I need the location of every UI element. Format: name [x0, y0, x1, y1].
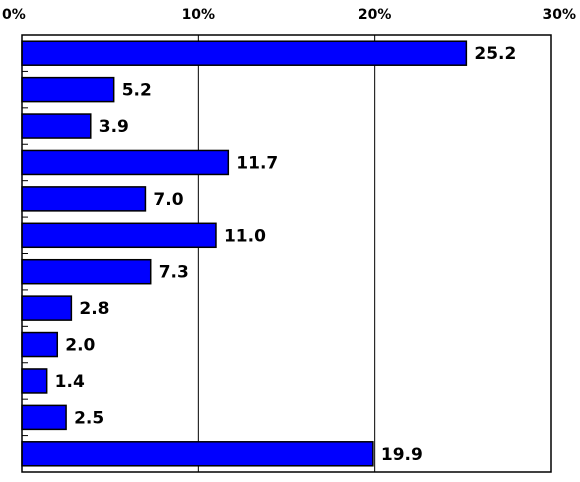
x-tick-label: 0%: [2, 7, 26, 23]
bar: [21, 40, 468, 66]
bar: [21, 149, 230, 176]
value-label: 25.2: [474, 44, 516, 64]
bar: [21, 441, 374, 467]
value-label: 7.3: [159, 263, 189, 283]
value-label: 11.0: [224, 226, 266, 246]
value-label: 2.8: [79, 299, 109, 319]
x-tick-label: 30%: [542, 7, 576, 23]
bar: [21, 113, 92, 139]
value-label: 7.0: [153, 190, 183, 210]
bar: [21, 76, 115, 103]
bar: [21, 222, 217, 249]
value-label: 3.9: [99, 117, 129, 137]
bar: [21, 331, 59, 358]
bar: [21, 258, 152, 285]
value-label: 5.2: [122, 81, 152, 101]
value-label: 11.7: [236, 153, 278, 173]
x-tick-label: 20%: [358, 7, 392, 23]
value-label: 2.5: [74, 408, 104, 428]
bar: [21, 186, 147, 212]
bar: [21, 295, 73, 321]
plot-border: [21, 34, 552, 473]
plot-area: [22, 35, 551, 472]
bar: [21, 404, 67, 431]
bar: [21, 368, 48, 394]
value-label: 19.9: [381, 445, 423, 465]
value-label: 1.4: [55, 372, 85, 392]
value-label: 2.0: [65, 336, 95, 356]
x-tick-label: 10%: [182, 7, 216, 23]
